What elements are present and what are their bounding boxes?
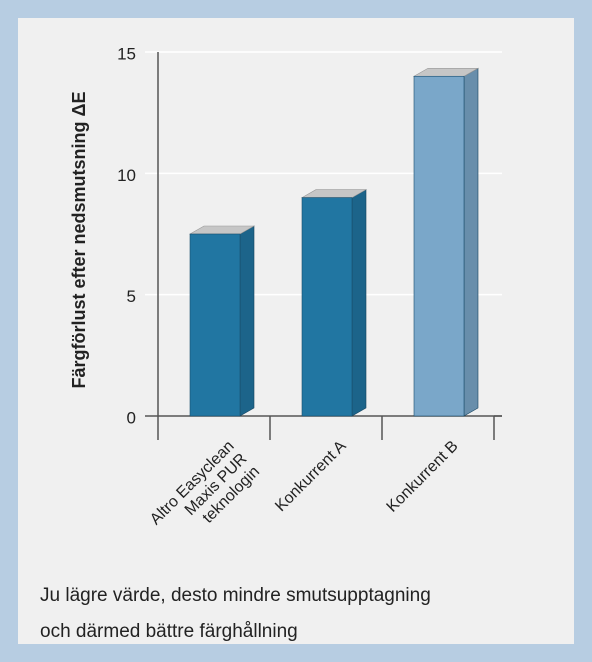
y-tick-label: 5 [127,287,136,306]
caption: Ju lägre värde, desto mindre smutsupptag… [40,585,431,642]
x-tick-label: Konkurrent B [384,438,462,516]
x-tick-label: Konkurrent A [272,438,350,516]
bar [413,75,465,417]
bar-side [463,67,479,417]
panel [18,18,574,644]
y-tick-label: 15 [117,44,136,63]
y-axis-label: Färgförlust efter nedsmutsning ΔE [69,92,89,389]
y-tick-label: 10 [117,166,136,185]
y-tick-label: 0 [127,408,136,427]
bar [301,197,353,417]
bar [189,233,241,417]
bar-side [239,225,255,417]
x-tick-label: Altro EasycleanMaxis PURteknologin [147,438,263,554]
bar-side [351,189,367,417]
